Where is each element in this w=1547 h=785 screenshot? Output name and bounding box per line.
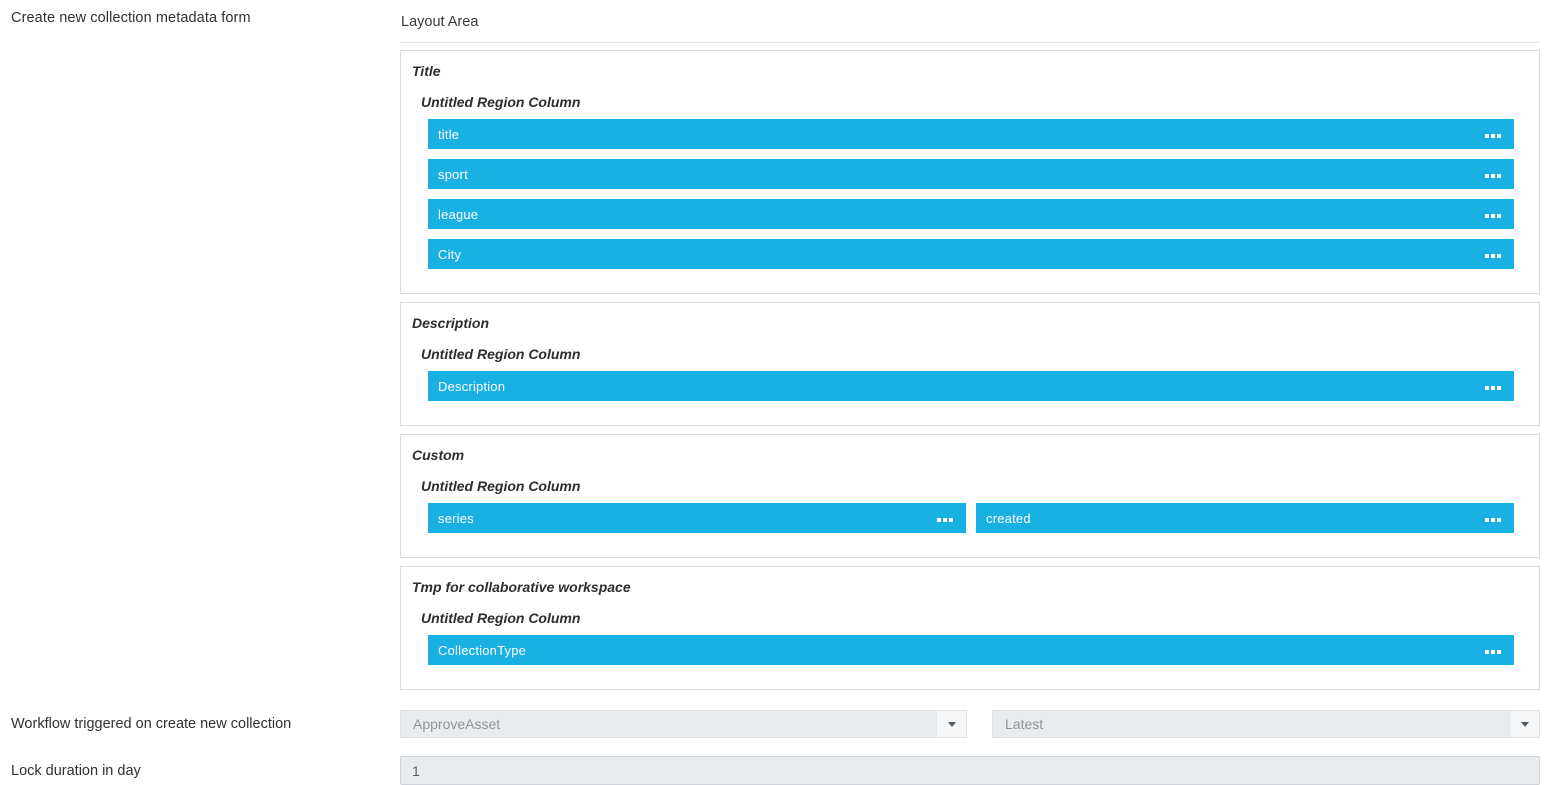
region-column-title: Untitled Region Column (421, 478, 581, 494)
field-bar-label: CollectionType (438, 642, 527, 658)
field-bar-created[interactable]: created (976, 503, 1514, 533)
field-bar-title[interactable]: title (428, 119, 1514, 149)
dropdown-arrow-button[interactable] (936, 711, 966, 737)
field-bar-city[interactable]: City (428, 239, 1514, 269)
layout-section-description: Description Untitled Region Column Descr… (400, 302, 1540, 426)
section-title: Description (412, 315, 490, 331)
chevron-down-icon (1520, 721, 1529, 727)
drag-handle-icon[interactable] (1485, 646, 1501, 654)
field-bar-series[interactable]: series (428, 503, 966, 533)
drag-handle-icon[interactable] (937, 514, 953, 522)
layout-section-title: Title Untitled Region Column title sport (400, 50, 1540, 294)
field-bar-label: Description (438, 378, 506, 394)
drag-handle-icon[interactable] (1485, 210, 1501, 218)
field-bar-sport[interactable]: sport (428, 159, 1514, 189)
workflow-version-select-value: Latest (1005, 716, 1044, 732)
field-bar-league[interactable]: league (428, 199, 1514, 229)
field-bar-label: league (438, 206, 479, 222)
section-title: Title (412, 63, 441, 79)
field-bar-label: City (438, 246, 462, 262)
lock-duration-label: Lock duration in day (11, 762, 141, 779)
dropdown-arrow-button[interactable] (1509, 711, 1539, 737)
field-bar-label: created (986, 510, 1031, 526)
field-bar-label: sport (438, 166, 468, 182)
drag-handle-icon[interactable] (1485, 382, 1501, 390)
workflow-label: Workflow triggered on create new collect… (11, 716, 292, 732)
layout-area-title: Layout Area (401, 14, 479, 30)
field-bar-label: title (438, 126, 460, 142)
lock-duration-input[interactable] (400, 756, 1540, 785)
region-column-title: Untitled Region Column (421, 346, 581, 362)
region-column-title: Untitled Region Column (421, 94, 581, 110)
workflow-select[interactable]: ApproveAsset (400, 710, 967, 738)
drag-handle-icon[interactable] (1485, 170, 1501, 178)
layout-section-custom: Custom Untitled Region Column series cre… (400, 434, 1540, 558)
chevron-down-icon (947, 721, 956, 727)
layout-area-divider (400, 42, 1540, 43)
drag-handle-icon[interactable] (1485, 514, 1501, 522)
field-bar-description[interactable]: Description (428, 371, 1514, 401)
field-bar-label: series (438, 510, 474, 526)
layout-section-tmp-workspace: Tmp for collaborative workspace Untitled… (400, 566, 1540, 690)
section-title: Tmp for collaborative workspace (412, 579, 631, 595)
workflow-version-select[interactable]: Latest (992, 710, 1540, 738)
region-column-title: Untitled Region Column (421, 610, 581, 626)
section-title: Custom (412, 447, 465, 463)
workflow-select-value: ApproveAsset (413, 716, 501, 732)
drag-handle-icon[interactable] (1485, 130, 1501, 138)
drag-handle-icon[interactable] (1485, 250, 1501, 258)
field-bar-collectiontype[interactable]: CollectionType (428, 635, 1514, 665)
form-section-label: Create new collection metadata form (11, 10, 251, 26)
